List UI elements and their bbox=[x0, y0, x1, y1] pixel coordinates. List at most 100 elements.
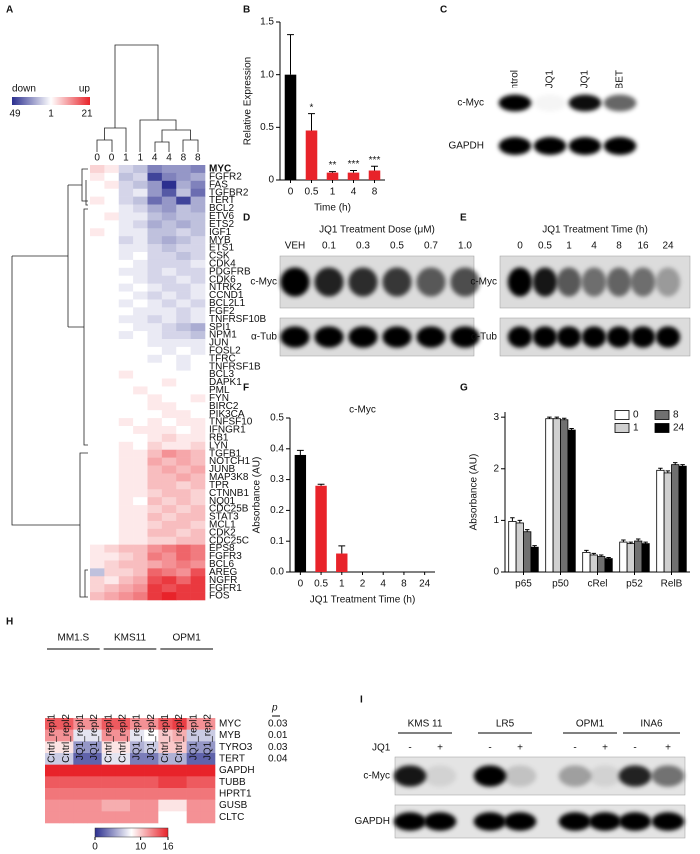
heatmap-cell bbox=[161, 188, 177, 197]
heatmap-cell bbox=[176, 339, 191, 348]
heatmap-cell bbox=[144, 799, 159, 812]
row-label: IFNGR1 bbox=[209, 425, 246, 436]
row-label: MYC bbox=[209, 164, 231, 175]
blot-band bbox=[556, 267, 582, 297]
row-label: TNFRSF10B bbox=[209, 314, 267, 325]
heatmap-cell bbox=[147, 465, 163, 474]
heatmap-cell bbox=[90, 283, 105, 292]
heatmap-cell bbox=[90, 418, 105, 427]
heatmap-cell bbox=[161, 204, 177, 213]
heatmap-cell bbox=[104, 489, 120, 498]
p-value: 0.03 bbox=[268, 742, 288, 753]
x-tick-label: 4 bbox=[351, 187, 357, 198]
heatmap-cell bbox=[104, 196, 120, 205]
row-label: TGFBR2 bbox=[209, 187, 249, 198]
heatmap-cell bbox=[147, 259, 163, 269]
heatmap-cell bbox=[118, 252, 134, 261]
heatmap-cell bbox=[90, 449, 105, 458]
row-label: BCL6 bbox=[209, 559, 234, 570]
heatmap-cell bbox=[90, 275, 105, 284]
panel-letter: D bbox=[243, 213, 250, 224]
row-label: TYRO3 bbox=[219, 742, 253, 753]
error-bar bbox=[665, 470, 671, 473]
heatmap-cell bbox=[147, 552, 163, 561]
panel-letter: F bbox=[243, 383, 249, 394]
heatmap-cell bbox=[144, 811, 159, 824]
heatmap-cell bbox=[161, 386, 177, 395]
blot-band bbox=[533, 94, 567, 112]
heatmap-cell bbox=[147, 560, 163, 569]
heatmap-cell bbox=[147, 283, 163, 292]
row-label: STAT3 bbox=[209, 512, 239, 523]
heatmap-cell bbox=[118, 331, 134, 340]
heatmap-cell bbox=[90, 465, 105, 474]
x-axis-label: JQ1 Treatment Time (h) bbox=[310, 595, 416, 606]
legend-label: 0 bbox=[633, 410, 639, 421]
heatmap-cell bbox=[90, 220, 105, 229]
bar bbox=[508, 521, 517, 573]
heatmap-cell bbox=[172, 799, 187, 812]
bar bbox=[315, 485, 327, 572]
heatmap-cell bbox=[158, 764, 173, 777]
heatmap-cell bbox=[90, 386, 105, 395]
blot-band bbox=[382, 326, 412, 348]
heatmap-cell bbox=[104, 513, 120, 522]
heatmap-cell bbox=[147, 307, 163, 316]
heatmap-cell bbox=[176, 236, 191, 245]
heatmap-cell bbox=[59, 776, 74, 789]
x-tick-label: RelB bbox=[661, 579, 683, 590]
heatmap-cell bbox=[190, 354, 206, 364]
heatmap-cell bbox=[118, 172, 134, 182]
heatmap-cell bbox=[190, 228, 206, 237]
heatmap-cell bbox=[118, 489, 134, 498]
heatmap-cell bbox=[186, 811, 202, 824]
heatmap-cell bbox=[161, 346, 177, 356]
heatmap-cell bbox=[176, 394, 191, 403]
heatmap-cell bbox=[161, 370, 177, 379]
x-axis-label: Time (h) bbox=[314, 203, 351, 214]
row-label: CDK6 bbox=[209, 274, 236, 285]
heatmap-cell bbox=[176, 544, 191, 553]
heatmap-cell bbox=[59, 729, 74, 742]
heatmap-cell bbox=[90, 315, 105, 324]
heatmap-cell bbox=[186, 718, 202, 730]
row-label: ETV6 bbox=[209, 211, 234, 222]
heatmap-cell bbox=[133, 307, 148, 316]
heatmap-cell bbox=[158, 788, 173, 800]
heatmap-cell bbox=[161, 576, 177, 585]
heatmap-cell bbox=[190, 394, 206, 403]
heatmap-cell bbox=[147, 236, 163, 245]
heatmap-cell bbox=[190, 418, 206, 427]
heatmap-cell bbox=[118, 299, 134, 308]
heatmap-cell bbox=[118, 188, 134, 197]
heatmap-cell bbox=[118, 433, 134, 443]
row-label: FAS bbox=[209, 179, 228, 190]
heatmap-cell bbox=[190, 576, 206, 585]
row-label: MYC bbox=[219, 718, 241, 729]
heatmap-cell bbox=[90, 576, 105, 585]
heatmap-cell bbox=[200, 753, 216, 765]
heatmap-cell bbox=[147, 584, 163, 593]
blot-row-label: c-Myc bbox=[470, 277, 497, 288]
x-tick-label: 0.5 bbox=[314, 579, 328, 590]
heatmap-cell bbox=[147, 362, 163, 371]
heatmap-cell bbox=[186, 788, 202, 800]
heatmap-cell bbox=[200, 811, 216, 824]
heatmap-cell bbox=[104, 275, 120, 284]
heatmap-cell bbox=[90, 259, 105, 269]
heatmap-cell bbox=[115, 788, 131, 800]
heatmap-cell bbox=[73, 788, 88, 800]
blot-band bbox=[655, 326, 681, 348]
legend-swatch bbox=[654, 410, 670, 420]
heatmap-cell bbox=[73, 729, 88, 742]
panel-letter: B bbox=[243, 5, 250, 16]
row-label: MYB bbox=[219, 730, 241, 741]
heatmap-cell bbox=[90, 188, 105, 197]
y-tick-label: 0.1 bbox=[270, 536, 284, 547]
blot-band bbox=[588, 765, 622, 787]
error-bar bbox=[606, 557, 611, 559]
row-label: NPM1 bbox=[209, 330, 237, 341]
y-axis-label: Absorbance (AU) bbox=[469, 454, 480, 531]
row-label: CLTC bbox=[219, 812, 244, 823]
heatmap-cell bbox=[161, 552, 177, 561]
